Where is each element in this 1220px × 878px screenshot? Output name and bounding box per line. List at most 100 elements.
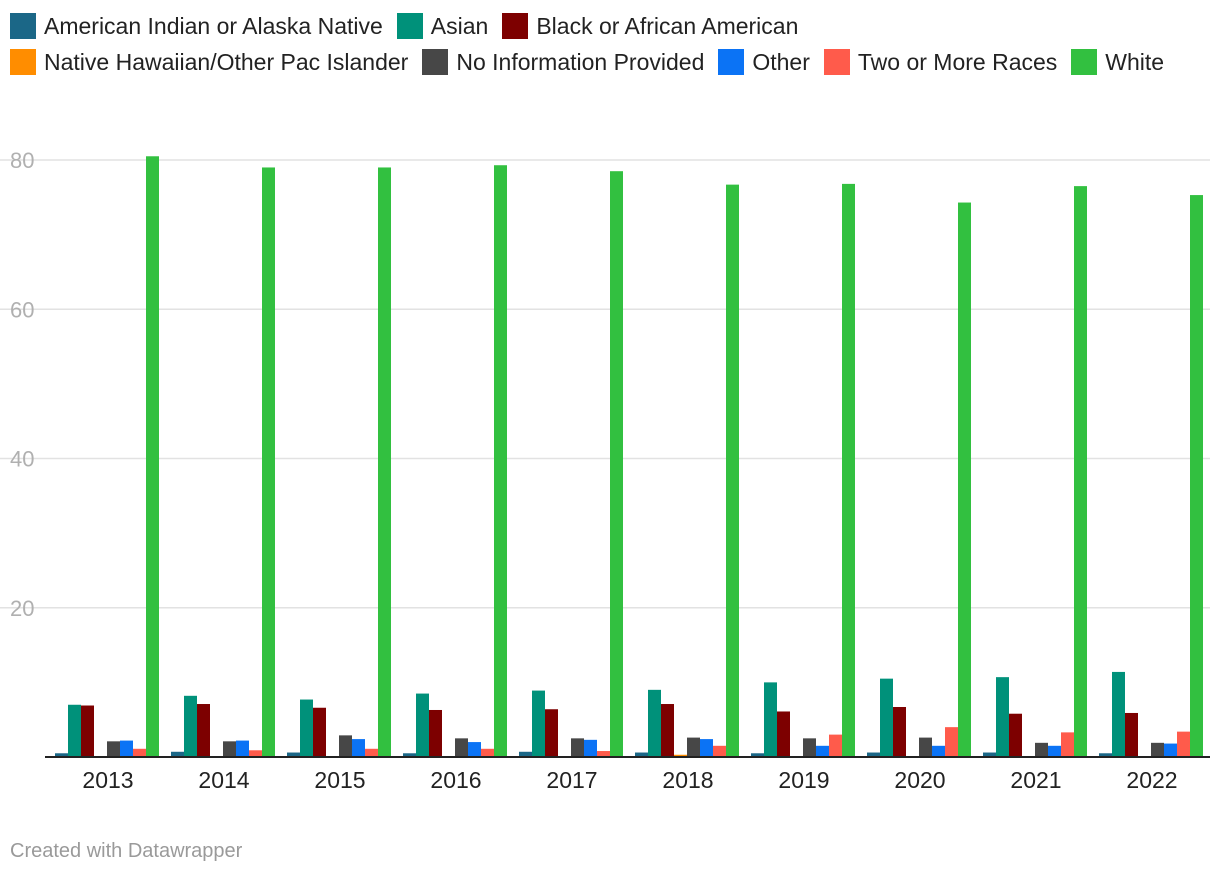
legend-swatch bbox=[502, 13, 529, 39]
legend-label: American Indian or Alaska Native bbox=[44, 13, 383, 39]
bar bbox=[55, 753, 68, 757]
bar bbox=[932, 745, 945, 757]
legend-item: Asian bbox=[396, 8, 489, 44]
x-tick-label: 2017 bbox=[546, 767, 597, 793]
bar bbox=[803, 738, 816, 757]
bar bbox=[519, 751, 532, 757]
bar bbox=[829, 734, 842, 757]
legend-swatch bbox=[422, 49, 449, 75]
bar bbox=[635, 752, 648, 757]
axes: 2013 2014 2015 2016 2017 2018 2019 2020 2021 2022 bbox=[45, 756, 1210, 793]
bar bbox=[1125, 712, 1138, 757]
bar bbox=[133, 748, 146, 757]
bar bbox=[751, 753, 764, 757]
bar bbox=[1048, 745, 1061, 757]
bar bbox=[842, 183, 855, 757]
bars bbox=[55, 156, 1203, 758]
y-tick-label: 40 bbox=[10, 447, 34, 472]
bar bbox=[68, 704, 81, 757]
bar bbox=[184, 695, 197, 757]
bar bbox=[584, 739, 597, 757]
legend-item: No Information Provided bbox=[422, 44, 704, 80]
legend-swatch bbox=[718, 49, 745, 75]
bar bbox=[494, 165, 507, 757]
bar bbox=[1151, 742, 1164, 757]
bar bbox=[313, 707, 326, 757]
legend-swatch bbox=[396, 13, 423, 39]
y-tick-label: 20 bbox=[10, 596, 34, 621]
bar bbox=[713, 745, 726, 757]
bar bbox=[700, 739, 713, 757]
bar bbox=[146, 156, 159, 758]
bar bbox=[816, 745, 829, 757]
legend-item: White bbox=[1071, 44, 1164, 80]
legend-item: Other bbox=[718, 44, 810, 80]
bar bbox=[481, 748, 494, 757]
bar bbox=[532, 690, 545, 757]
x-tick-label: 2021 bbox=[1010, 767, 1061, 793]
legend-swatch bbox=[1071, 49, 1098, 75]
bar bbox=[287, 752, 300, 757]
legend-swatch bbox=[10, 13, 36, 39]
bar bbox=[81, 705, 94, 757]
bar bbox=[455, 738, 468, 757]
x-tick-label: 2014 bbox=[198, 767, 249, 793]
bar bbox=[1074, 186, 1087, 757]
bar bbox=[1009, 713, 1022, 757]
bar bbox=[339, 735, 352, 757]
bar bbox=[107, 741, 120, 757]
bar bbox=[996, 677, 1009, 757]
bar bbox=[958, 202, 971, 757]
bar bbox=[687, 737, 700, 757]
bar bbox=[236, 740, 249, 757]
bar bbox=[365, 748, 378, 757]
bar bbox=[1177, 731, 1190, 757]
bar bbox=[777, 711, 790, 757]
bar bbox=[249, 750, 262, 757]
x-tick-label: 2018 bbox=[662, 767, 713, 793]
x-tick-label: 2016 bbox=[430, 767, 481, 793]
bar bbox=[378, 167, 391, 757]
bar bbox=[726, 184, 739, 758]
bar bbox=[893, 707, 906, 757]
bar bbox=[919, 737, 932, 757]
legend-swatch bbox=[823, 49, 850, 75]
legend-item: Two or More Races bbox=[823, 44, 1058, 80]
bar bbox=[1164, 743, 1177, 757]
bar bbox=[300, 699, 313, 757]
bar bbox=[674, 754, 687, 757]
bar bbox=[468, 742, 481, 757]
chart-legend: American Indian or Alaska Native Asian Bla… bbox=[10, 8, 1210, 80]
legend-label: Black or African American bbox=[536, 13, 799, 39]
bar bbox=[610, 171, 623, 758]
bar bbox=[1190, 195, 1203, 758]
bar bbox=[945, 727, 958, 757]
bar bbox=[661, 704, 674, 757]
bar bbox=[648, 689, 661, 757]
legend-label: Native Hawaiian/Other Pac Islander bbox=[44, 49, 409, 75]
legend-label: Two or More Races bbox=[857, 49, 1058, 75]
bar bbox=[545, 709, 558, 757]
legend-item: Black or African American bbox=[502, 8, 798, 44]
y-tick-label: 80 bbox=[10, 148, 34, 173]
legend-label: White bbox=[1105, 49, 1165, 75]
bar bbox=[197, 704, 210, 757]
bar bbox=[983, 752, 996, 757]
legend-label: Asian bbox=[430, 13, 489, 39]
legend-item: American Indian or Alaska Native bbox=[10, 8, 383, 44]
x-tick-label: 2022 bbox=[1126, 767, 1177, 793]
bar bbox=[352, 739, 365, 757]
bar bbox=[764, 682, 777, 757]
gridlines: 20 40 60 80 bbox=[0, 148, 1210, 621]
bar bbox=[1112, 671, 1125, 757]
legend-label: No Information Provided bbox=[456, 49, 705, 75]
bar bbox=[120, 740, 133, 757]
x-tick-label: 2013 bbox=[82, 767, 133, 793]
bar bbox=[867, 752, 880, 757]
legend-item: Native Hawaiian/Other Pac Islander bbox=[10, 44, 408, 80]
legend-label: Other bbox=[752, 49, 810, 75]
bar bbox=[429, 709, 442, 757]
credit-text: Created with Datawrapper bbox=[10, 840, 243, 862]
bar bbox=[571, 738, 584, 757]
